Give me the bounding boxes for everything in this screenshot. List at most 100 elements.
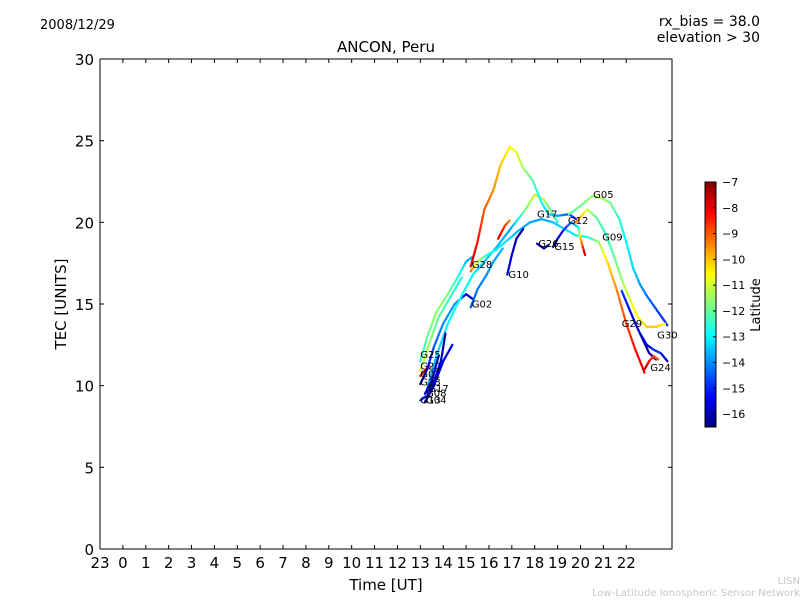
rx-bias-label: rx_bias = 38.0 [658,14,760,30]
series-segment [443,322,449,333]
colorbar-tick-label: −11 [722,279,745,292]
series-segment [432,355,438,366]
colorbar-tick-label: −12 [722,305,745,318]
series-segment [457,294,463,304]
satellite-label: G08 [426,388,446,399]
series-segment [432,322,438,332]
series-g08 [423,355,440,395]
series-segment [435,355,440,364]
series-segment [426,342,431,352]
y-axis-label: TEC [UNITS] [52,259,70,351]
series-segment [430,363,436,374]
colorbar-tick-label: −10 [722,253,745,266]
series-segment [622,314,628,325]
series-segment [428,371,433,382]
series-segment [435,316,440,325]
x-tick-label: 3 [187,554,197,572]
series-segment [439,353,444,363]
series-segment [421,356,426,366]
colorbar: −7 −8 −9 −10 −11 −12 −13 −14 −15 −16 [704,176,745,428]
series-segment [457,276,463,284]
y-tick-label: 10 [75,378,94,396]
colorbar-tick-label: −13 [722,331,745,344]
series-g04 [423,343,454,404]
x-axis-label: Time [UT] [348,576,422,594]
series-segment [430,329,436,338]
series-g18 [497,219,511,240]
y-tick-label: 0 [84,541,94,559]
series-segment [630,260,635,270]
x-tick-label: 12 [388,554,407,572]
series-segment [426,329,431,338]
satellite-label: G13 [420,396,440,407]
satellite-label: G30 [657,330,677,341]
series-g15 [551,221,587,257]
series-segment [520,227,525,233]
colorbar-tick-label: −14 [722,357,745,370]
footer-lisn: LISN [777,576,800,587]
series-segment [453,301,460,311]
series-segment [499,247,504,253]
series-segment [611,251,616,260]
y-tick-label: 30 [75,51,94,69]
series-segment [546,244,550,248]
x-tick-label: 15 [457,554,476,572]
series-g24 [643,355,660,371]
satellite-label: G26 [538,239,558,250]
series-segment [573,216,578,221]
series-g10 [506,227,525,276]
y-tick-label: 5 [84,459,94,477]
satellite-label: G20 [420,361,440,372]
x-tick-label: 14 [434,554,453,572]
satellite-label: G29 [622,319,642,330]
series-segment [449,343,454,350]
x-tick-label: 16 [479,554,498,572]
series-layer [419,146,669,404]
series-segment [432,378,438,387]
satellite-label: G09 [602,232,622,243]
x-tick-label: 6 [255,554,265,572]
satellite-label: G24 [650,363,670,374]
colorbar-tick-label: −8 [722,202,738,215]
series-segment [661,322,667,326]
y-tick-label: 20 [75,214,94,232]
colorbar-tick-label: −15 [722,382,745,395]
satellite-label: G17 [537,209,557,220]
series-segment [609,269,614,279]
series-segment [628,253,633,263]
series-segment [441,346,445,356]
series-segment [442,339,446,349]
series-segment [618,298,623,309]
series-segment [419,362,424,373]
x-tick-label: 9 [324,554,334,572]
satellite-label: G04 [426,396,446,407]
colorbar-gradient [704,181,717,428]
satellite-label: G17 [428,384,448,395]
series-segment [627,329,632,338]
series-segment [476,232,481,243]
series-g30 [638,332,669,363]
series-g12 [469,146,578,268]
series-segment [470,296,474,301]
x-tick-label: 17 [502,554,521,572]
colorbar-tick-label: −7 [722,176,738,189]
series-segment [507,219,511,223]
satellite-label: G15 [554,242,574,253]
x-tick-label: 22 [617,554,636,572]
series-g09 [574,208,667,328]
x-tick-label: 23 [90,554,109,572]
colorbar-tick-label: −9 [722,228,738,241]
series-segment [428,335,433,345]
axes-layer: 23 0 1 2 3 4 5 6 7 8 9 10 11 12 13 14 15 16 17 18 19 20 21 2205… [75,51,672,572]
satellite-label: G01 [420,370,440,381]
footer-network-name: Low-Latitude Ionospheric Sensor Network [592,588,800,599]
satellite-label: G02 [472,299,492,310]
x-tick-label: 8 [301,554,311,572]
series-segment [478,224,483,235]
series-segment [481,208,486,219]
series-g25 [419,255,474,363]
x-tick-label: 2 [164,554,174,572]
series-segment [423,349,429,359]
chart-title: ANCON, Peru [337,38,435,56]
